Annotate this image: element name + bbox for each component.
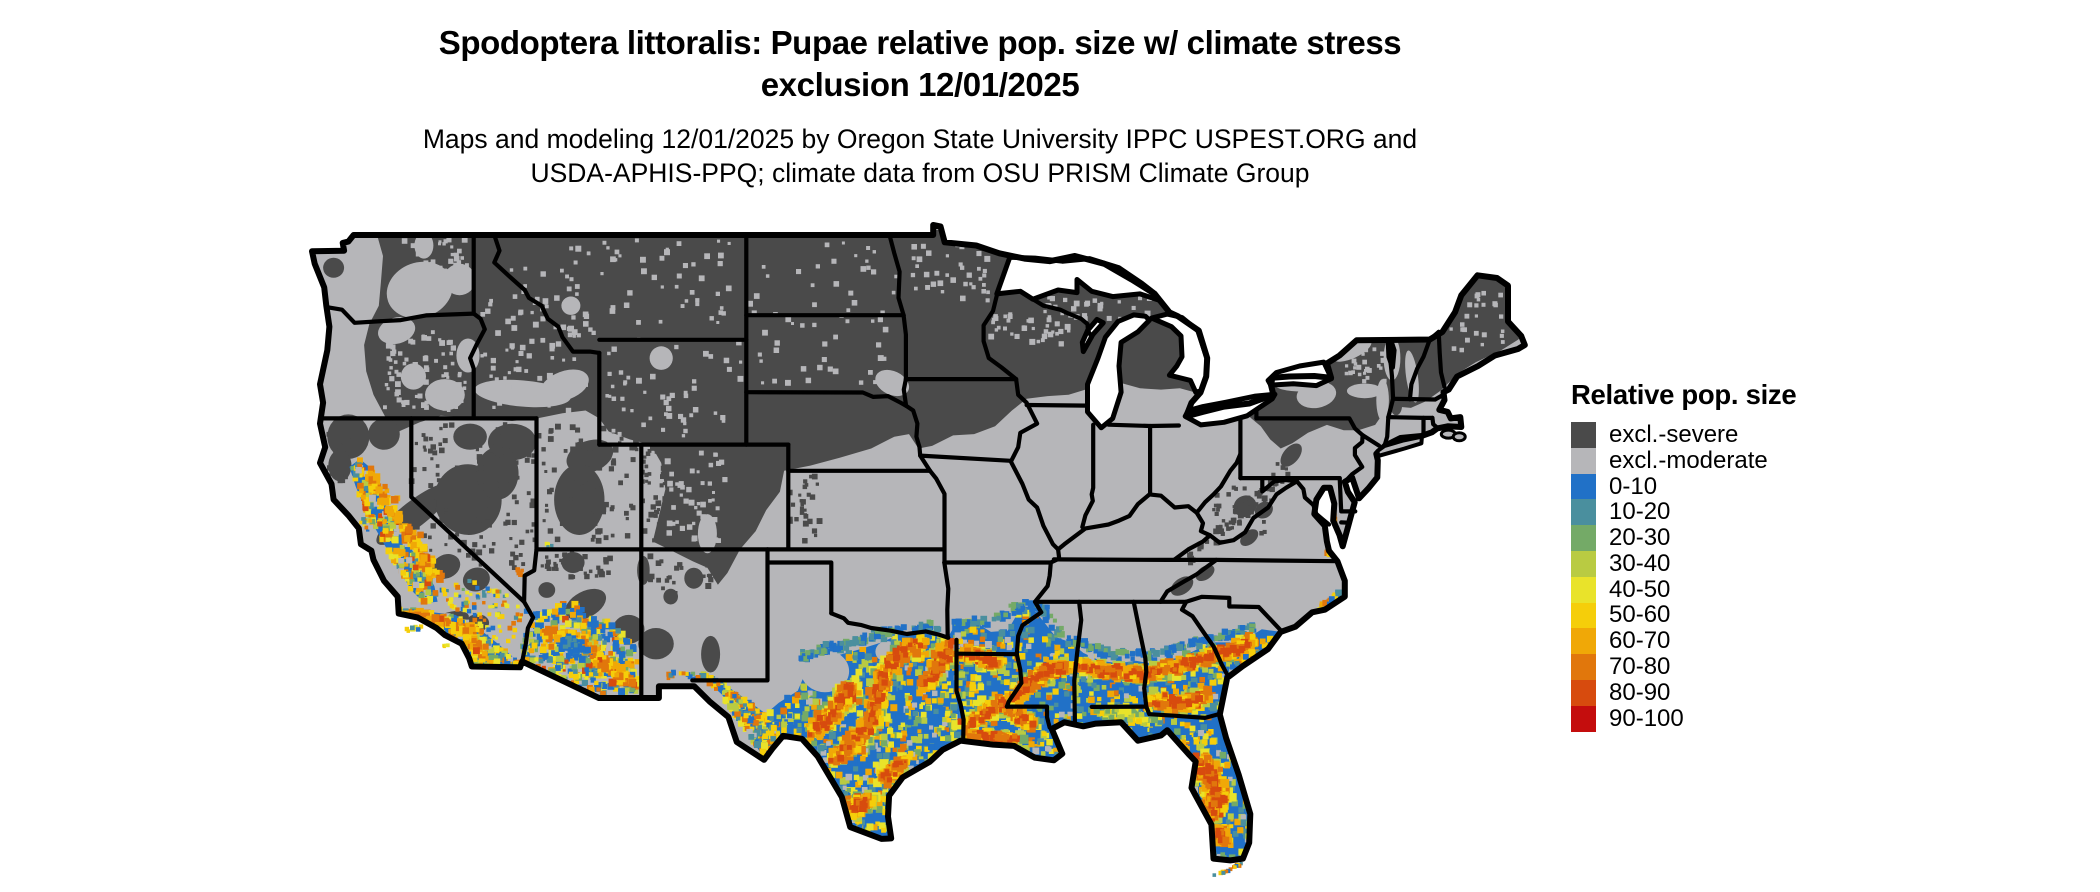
map-florida-keys (1212, 862, 1243, 877)
legend-swatch (1571, 602, 1596, 629)
legend-title: Relative pop. size (1571, 379, 1797, 410)
legend-item: 70-80 (1571, 653, 1871, 681)
map-state-borders (321, 232, 1447, 742)
map-channel-islands (404, 624, 450, 649)
legend: Relative pop. size excl.-severe excl.-mod… (1571, 379, 1871, 732)
figure-title-line1: Spodoptera littoralis: Pupae relative po… (438, 24, 1402, 61)
legend-label: excl.-severe (1609, 420, 1739, 448)
legend-item: 50-60 (1571, 601, 1871, 629)
legend-item: 20-30 (1571, 524, 1871, 552)
legend-label: 30-40 (1609, 549, 1671, 577)
map-national-outline (309, 222, 1528, 864)
legend-label: 10-20 (1609, 498, 1671, 526)
legend-item: excl.-severe (1571, 420, 1871, 448)
legend-swatch (1571, 628, 1596, 655)
legend-label: 60-70 (1609, 627, 1671, 655)
legend-item: 60-70 (1571, 627, 1871, 655)
legend-swatch (1571, 576, 1596, 603)
map-island (1451, 431, 1467, 443)
legend-swatch (1571, 499, 1596, 526)
legend-swatch (1571, 550, 1596, 577)
figure-subtitle-line1: Maps and modeling 12/01/2025 by Oregon S… (422, 124, 1418, 154)
figure-subtitle: Maps and modeling 12/01/2025 by Oregon S… (320, 122, 1520, 190)
legend-label: 0-10 (1609, 472, 1658, 500)
legend-label: 20-30 (1609, 524, 1671, 552)
legend-label: 80-90 (1609, 678, 1671, 706)
legend-label: 50-60 (1609, 601, 1671, 629)
legend-item: 10-20 (1571, 498, 1871, 526)
legend-item: excl.-moderate (1571, 446, 1871, 474)
legend-label: 40-50 (1609, 575, 1671, 603)
legend-item: 30-40 (1571, 549, 1871, 577)
legend-label: 90-100 (1609, 704, 1684, 732)
legend-item: 0-10 (1571, 472, 1871, 500)
figure-subtitle-line2: USDA-APHIS-PPQ; climate data from OSU PR… (530, 158, 1310, 188)
legend-swatch (1571, 447, 1596, 474)
map-long-island (1375, 434, 1424, 458)
legend-swatch (1571, 525, 1596, 551)
legend-items: excl.-severe excl.-moderate 0-10 10-20 20-30… (1571, 420, 1871, 732)
legend-item: 40-50 (1571, 575, 1871, 603)
figure-title-line2: exclusion 12/01/2025 (760, 66, 1080, 103)
figure-header: Spodoptera littoralis: Pupae relative po… (320, 22, 1520, 190)
legend-swatch (1571, 654, 1596, 680)
legend-item: 90-100 (1571, 704, 1871, 732)
legend-label: 70-80 (1609, 653, 1671, 681)
legend-swatch (1571, 473, 1596, 500)
legend-swatch (1571, 679, 1596, 706)
legend-item: 80-90 (1571, 678, 1871, 706)
legend-swatch (1571, 422, 1596, 448)
legend-label: excl.-moderate (1609, 446, 1768, 474)
legend-swatch (1571, 705, 1596, 732)
